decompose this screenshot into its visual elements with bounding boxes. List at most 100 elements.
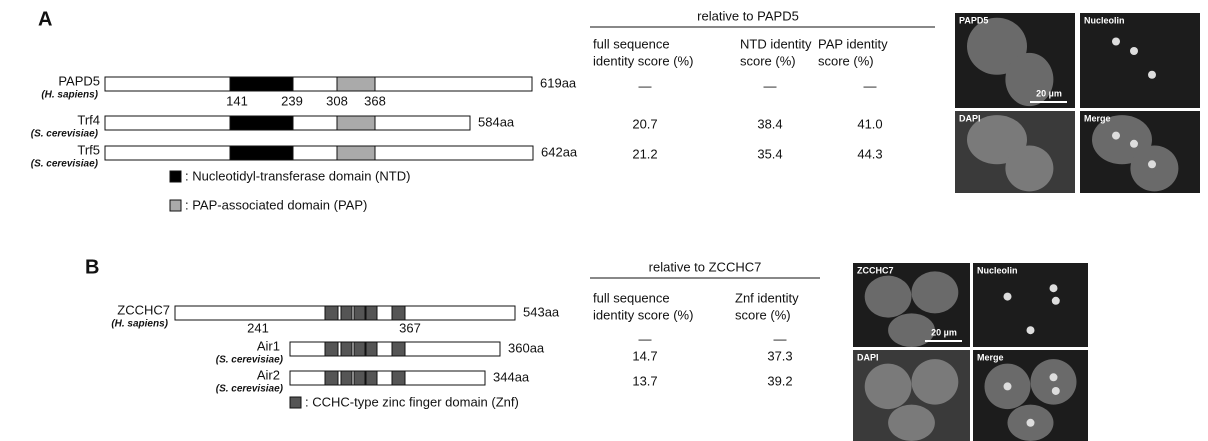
species: (H. sapiens) bbox=[111, 319, 168, 330]
nucleolus bbox=[1027, 419, 1035, 427]
nucleolus bbox=[1050, 373, 1058, 381]
nucleolus bbox=[1148, 71, 1156, 79]
table-cell: 38.4 bbox=[757, 116, 782, 131]
nucleolus bbox=[1004, 293, 1012, 301]
nucleolus bbox=[1052, 297, 1060, 305]
protein-name: ZCCHC7 bbox=[117, 302, 170, 317]
image-label: Merge bbox=[1084, 113, 1111, 123]
position: 141 bbox=[226, 93, 248, 108]
domain bbox=[392, 371, 405, 385]
image-label: Merge bbox=[977, 352, 1004, 362]
column-header: identity score (%) bbox=[593, 307, 693, 322]
column-header: identity score (%) bbox=[593, 53, 693, 68]
micrograph bbox=[973, 263, 1088, 347]
domain bbox=[341, 371, 352, 385]
legend-swatch bbox=[290, 397, 301, 408]
species: (S. cerevisiae) bbox=[216, 355, 284, 366]
species: (S. cerevisiae) bbox=[216, 384, 284, 395]
cell bbox=[912, 271, 959, 313]
column-header: NTD identity bbox=[740, 36, 812, 51]
nucleolus bbox=[1052, 387, 1060, 395]
position: 241 bbox=[247, 320, 269, 335]
nucleolus bbox=[1130, 47, 1138, 55]
figure: A PAPD5 (H. sapiens) 619aa Trf4 (S. cerevisia… bbox=[0, 0, 1208, 441]
legend-text: : CCHC-type zinc finger domain (Znf) bbox=[305, 394, 519, 409]
domain bbox=[341, 306, 352, 320]
table-cell: 35.4 bbox=[757, 146, 782, 161]
length: 584aa bbox=[478, 114, 515, 129]
domain bbox=[230, 77, 293, 91]
cell bbox=[865, 276, 912, 318]
cell bbox=[1005, 145, 1053, 191]
nucleolus bbox=[1148, 160, 1156, 168]
column-header: score (%) bbox=[735, 307, 791, 322]
domain bbox=[366, 306, 377, 320]
nucleolus bbox=[1130, 140, 1138, 148]
domain bbox=[392, 306, 405, 320]
position: 308 bbox=[326, 93, 348, 108]
domain bbox=[337, 77, 375, 91]
cell bbox=[1130, 145, 1178, 191]
image-label: Nucleolin bbox=[1084, 15, 1125, 25]
domain bbox=[230, 146, 293, 160]
image-label: PAPD5 bbox=[959, 15, 988, 25]
panel-label: A bbox=[38, 8, 52, 30]
protein-name: Trf4 bbox=[77, 112, 100, 127]
nucleolus bbox=[1112, 132, 1120, 140]
table-cell: 20.7 bbox=[632, 116, 657, 131]
domain bbox=[337, 116, 375, 130]
table-cell: 13.7 bbox=[632, 373, 657, 388]
domain bbox=[354, 306, 365, 320]
cell bbox=[865, 364, 912, 410]
scale-label: 20 µm bbox=[931, 327, 957, 337]
species: (S. cerevisiae) bbox=[31, 129, 99, 140]
table-cell: — bbox=[639, 331, 652, 346]
image-label: Nucleolin bbox=[977, 265, 1018, 275]
image-label: ZCCHC7 bbox=[857, 265, 894, 275]
table-cell: 14.7 bbox=[632, 348, 657, 363]
micrograph bbox=[1080, 13, 1200, 108]
table-cell: — bbox=[864, 78, 877, 93]
panel-label: B bbox=[85, 256, 99, 278]
domain bbox=[325, 371, 338, 385]
domain bbox=[325, 306, 338, 320]
domain bbox=[230, 116, 293, 130]
table-cell: 44.3 bbox=[857, 146, 882, 161]
column-header: score (%) bbox=[818, 53, 874, 68]
domain bbox=[341, 342, 352, 356]
image-label: DAPI bbox=[857, 352, 879, 362]
protein-bar bbox=[105, 77, 532, 91]
domain bbox=[354, 342, 365, 356]
protein-name: Air2 bbox=[257, 367, 280, 382]
table-title: relative to ZCCHC7 bbox=[649, 259, 762, 274]
length: 619aa bbox=[540, 75, 577, 90]
legend-swatch bbox=[170, 171, 181, 182]
domain bbox=[366, 342, 377, 356]
protein-name: Air1 bbox=[257, 338, 280, 353]
table-cell: — bbox=[764, 78, 777, 93]
domain bbox=[337, 146, 375, 160]
legend-text: : Nucleotidyl-transferase domain (NTD) bbox=[185, 168, 410, 183]
nucleolus bbox=[1004, 382, 1012, 390]
cell bbox=[912, 359, 959, 405]
domain bbox=[325, 342, 338, 356]
length: 543aa bbox=[523, 304, 560, 319]
table-cell: 21.2 bbox=[632, 146, 657, 161]
domain bbox=[354, 371, 365, 385]
cell bbox=[888, 405, 935, 441]
protein-name: PAPD5 bbox=[58, 73, 100, 88]
table-cell: 39.2 bbox=[767, 373, 792, 388]
protein-bar bbox=[290, 371, 485, 385]
nucleolus bbox=[1112, 38, 1120, 46]
table-cell: — bbox=[639, 78, 652, 93]
column-header: score (%) bbox=[740, 53, 796, 68]
scale-label: 20 µm bbox=[1036, 88, 1062, 98]
table-cell: — bbox=[774, 331, 787, 346]
domain bbox=[392, 342, 405, 356]
legend-swatch bbox=[170, 200, 181, 211]
domain bbox=[366, 371, 377, 385]
position: 367 bbox=[399, 320, 421, 335]
table-cell: 41.0 bbox=[857, 116, 882, 131]
nucleolus bbox=[1050, 284, 1058, 292]
column-header: full sequence bbox=[593, 36, 670, 51]
